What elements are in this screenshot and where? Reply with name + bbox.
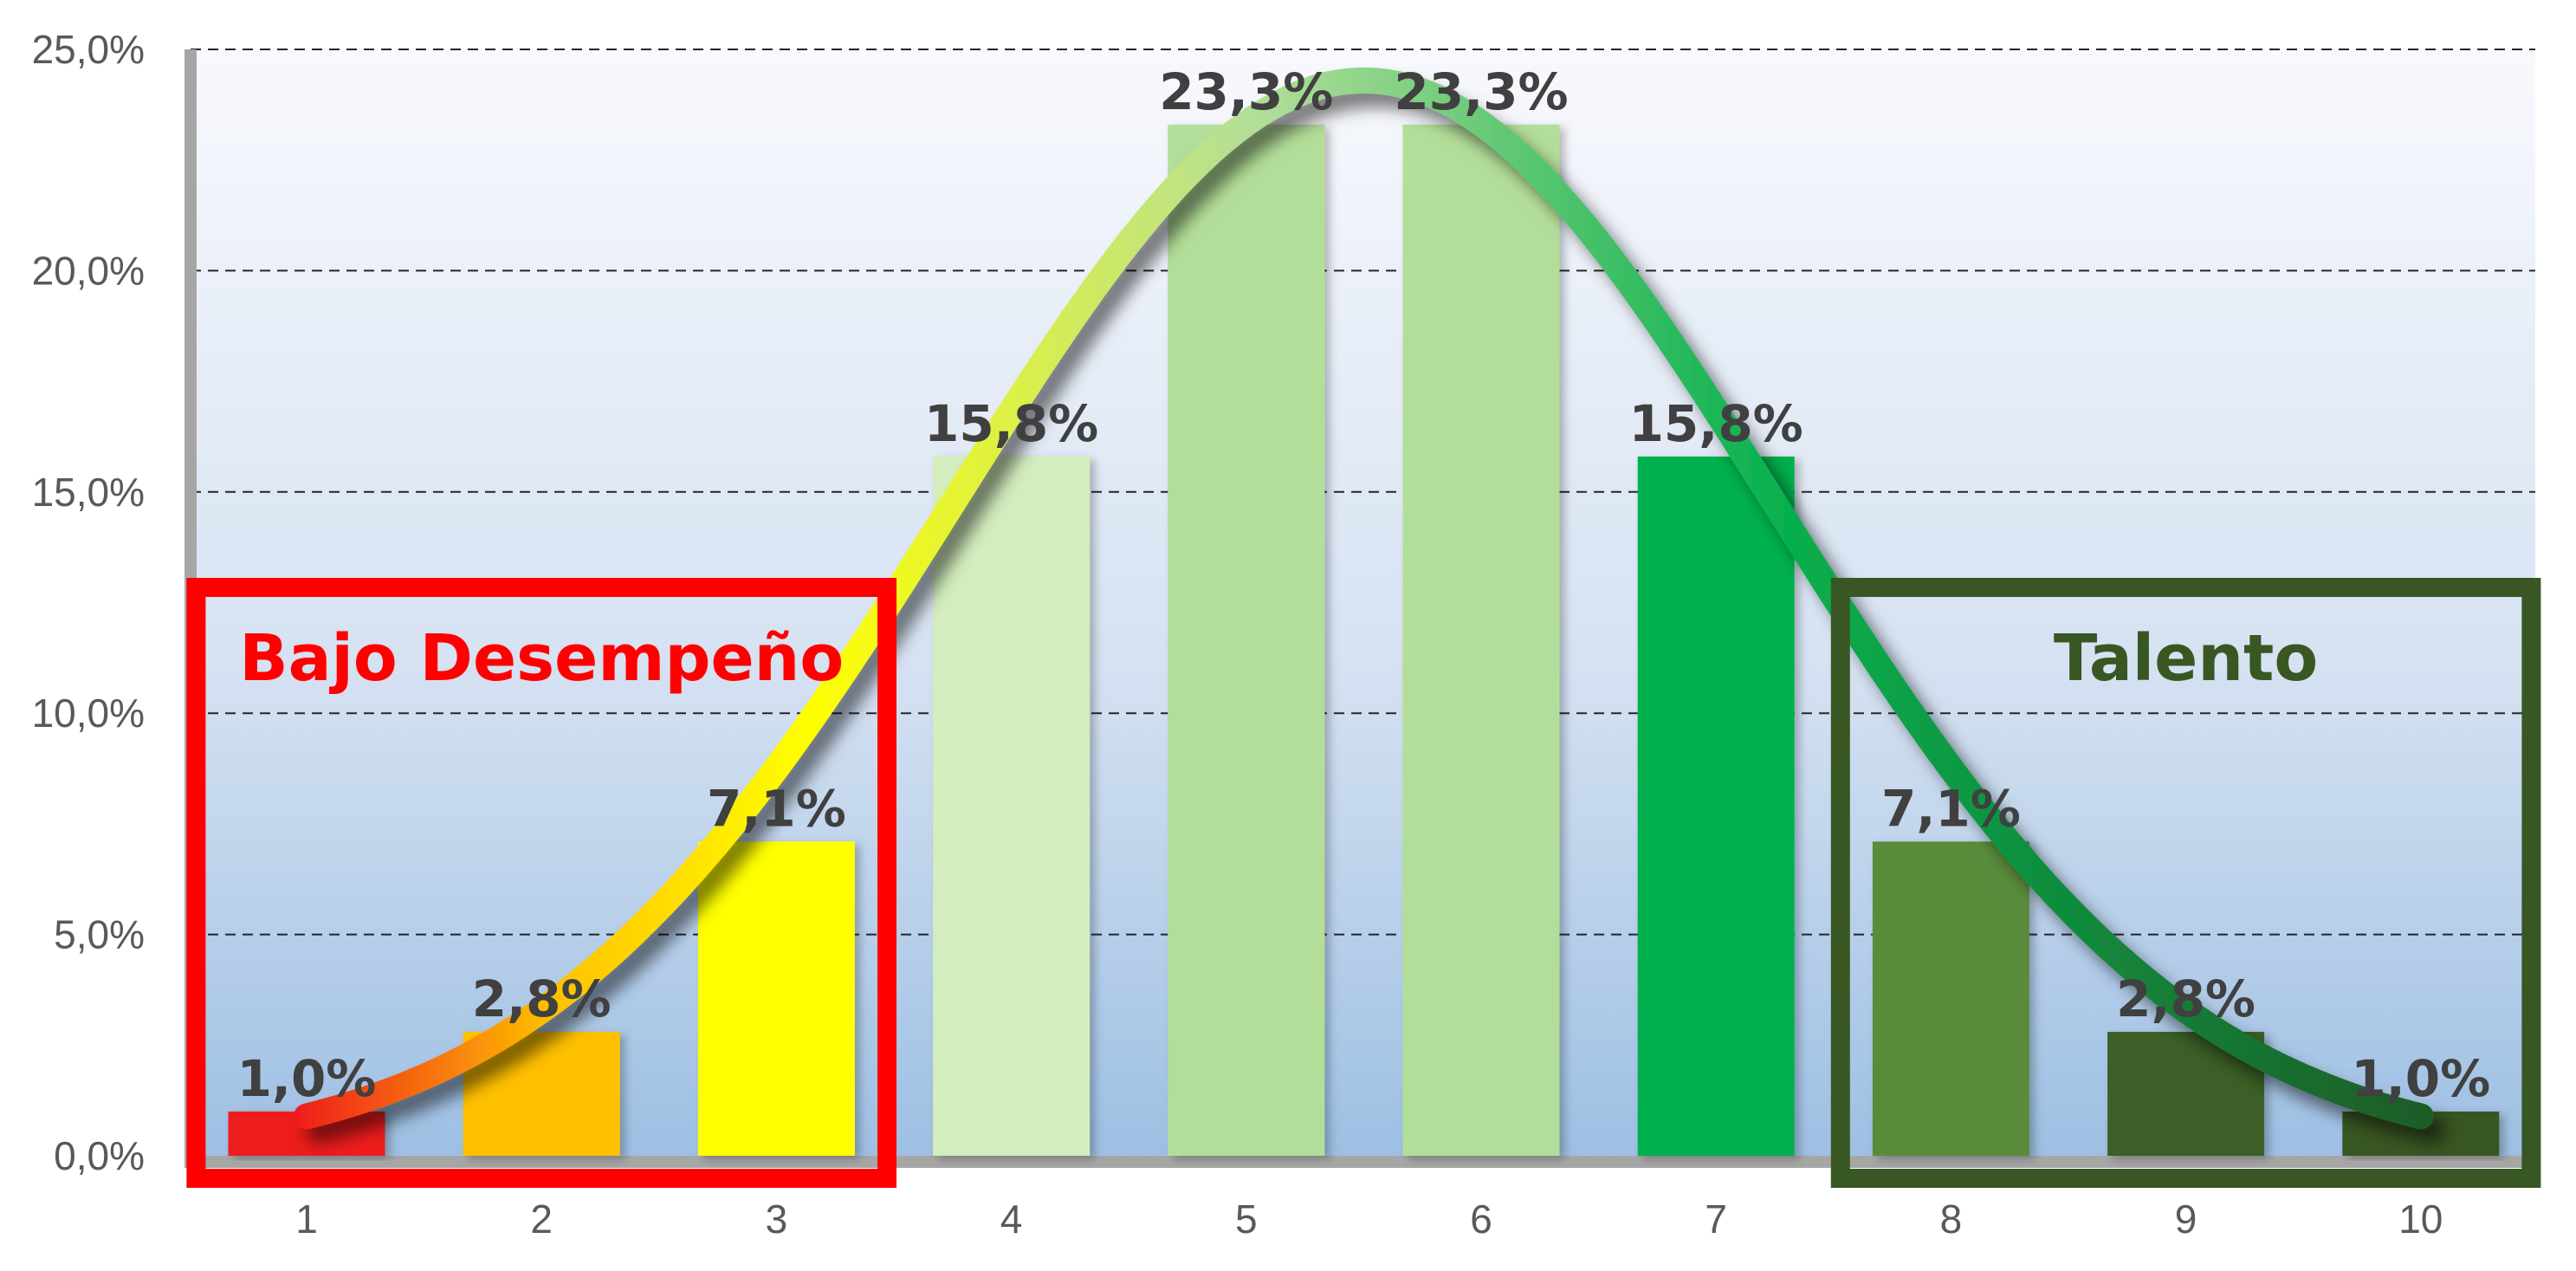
data-label: 23,3% [1159, 62, 1333, 121]
y-tick-labels: 0,0% 5,0% 10,0% 15,0% 20,0% 25,0% [32, 27, 145, 1178]
low-performance-label: Bajo Desempeño [239, 621, 844, 696]
bar [1637, 456, 1795, 1156]
x-tick-labels: 1 2 3 4 5 6 7 8 9 10 [295, 1196, 2443, 1242]
y-tick-label: 25,0% [32, 27, 145, 72]
x-tick-label: 5 [1235, 1196, 1258, 1242]
bar [1402, 124, 1560, 1157]
x-tick-label: 7 [1705, 1196, 1727, 1242]
data-label: 15,8% [1629, 394, 1803, 453]
bar [697, 841, 855, 1156]
x-tick-label: 9 [2175, 1196, 2197, 1242]
data-label: 23,3% [1394, 62, 1568, 121]
talent-box [1830, 578, 2541, 1188]
data-label: 2,8% [472, 969, 612, 1028]
x-tick-label: 1 [295, 1196, 318, 1242]
x-tick-label: 8 [1940, 1196, 1963, 1242]
x-tick-label: 4 [1000, 1196, 1023, 1242]
bell-curve [294, 67, 2434, 1130]
gridlines [191, 49, 2535, 936]
y-tick-label: 0,0% [54, 1133, 145, 1178]
y-tick-label: 5,0% [54, 912, 145, 957]
low-performance-box [186, 578, 896, 1188]
data-label: 1,0% [2351, 1049, 2490, 1108]
x-tick-label: 10 [2398, 1196, 2443, 1242]
data-labels: 1,0% 2,8% 7,1% 15,8% 23,3% 23,3% 15,8% 7,1% 2,8%… [237, 62, 2491, 1108]
data-label: 15,8% [924, 394, 1098, 453]
talent-label: Talento [2054, 621, 2318, 696]
x-tick-label: 3 [766, 1196, 788, 1242]
y-tick-label: 15,0% [32, 470, 145, 515]
data-label: 7,1% [1881, 779, 2021, 838]
data-label: 1,0% [237, 1049, 377, 1108]
x-tick-label: 2 [530, 1196, 553, 1242]
x-tick-label: 6 [1470, 1196, 1492, 1242]
y-tick-label: 10,0% [32, 691, 145, 736]
bar [1872, 841, 2029, 1156]
bars [228, 124, 2500, 1157]
data-label: 7,1% [707, 779, 846, 838]
bar [1168, 124, 1325, 1157]
data-label: 2,8% [2116, 969, 2256, 1028]
bar [933, 456, 1091, 1156]
y-tick-label: 20,0% [32, 248, 145, 293]
